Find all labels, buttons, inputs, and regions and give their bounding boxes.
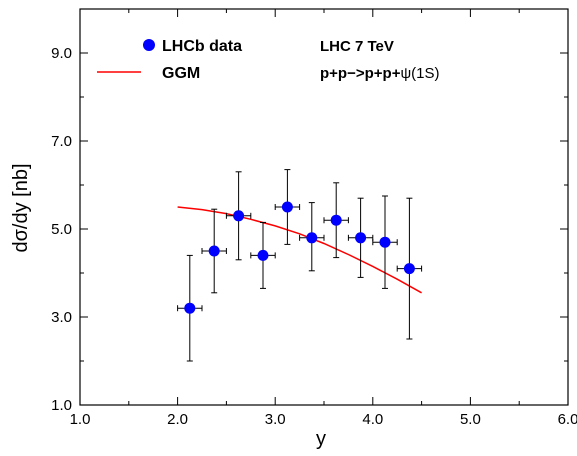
data-points-layer: [177, 169, 423, 362]
data-point-marker: [403, 263, 415, 275]
data-point-marker: [330, 214, 342, 226]
data-point: [225, 171, 252, 261]
y-tick-label: 5.0: [51, 221, 72, 238]
annotation-process-psi: ψ: [400, 65, 411, 82]
ggm-curve-layer: [177, 206, 422, 294]
data-point-marker: [281, 201, 293, 213]
data-point: [372, 195, 398, 289]
x-tick-label: 5.0: [460, 411, 481, 428]
data-point: [396, 197, 423, 340]
data-point-marker: [257, 249, 269, 261]
x-tick-label: 3.0: [265, 411, 286, 428]
data-point: [177, 254, 203, 362]
y-tick-label: 1.0: [51, 397, 72, 414]
data-point: [201, 208, 227, 294]
x-tick-label: 1.0: [70, 411, 91, 428]
ggm-curve: [177, 206, 422, 294]
annotation-process-suffix: (1S): [411, 65, 439, 82]
data-point: [274, 169, 301, 245]
data-point-marker: [184, 302, 196, 314]
annotation-process-prefix: p+p−>p+p+: [320, 65, 401, 82]
data-point-marker: [208, 245, 220, 257]
data-point: [299, 202, 325, 272]
x-axis-title: y: [316, 428, 326, 450]
data-point: [323, 182, 349, 259]
legend-label-ggm: GGM: [162, 65, 200, 82]
axis-ticks: 1.0 2.0 3.0 4.0 5.0 6.0 1.0 3.0 5.0 7.0 9.0: [51, 8, 577, 428]
x-tick-label: 6.0: [558, 411, 577, 428]
annotation-process: p+p−>p+p+ψ(1S): [320, 65, 440, 82]
y-tick-label: 7.0: [51, 133, 72, 150]
y-tick-label: 3.0: [51, 309, 72, 326]
data-point: [347, 197, 374, 278]
legend-label-lhcb: LHCb data: [162, 38, 242, 55]
legend-marker-lhcb: [143, 39, 155, 51]
data-point-marker: [379, 236, 391, 248]
data-point: [250, 221, 276, 289]
y-tick-label: 9.0: [51, 45, 72, 62]
annotation-energy: LHC 7 TeV: [320, 38, 394, 55]
x-tick-label: 4.0: [362, 411, 383, 428]
data-point-marker: [355, 232, 367, 244]
y-axis-title: dσ/dy [nb]: [10, 163, 32, 252]
x-tick-label: 2.0: [167, 411, 188, 428]
data-point-marker: [306, 232, 318, 244]
data-point-marker: [233, 210, 245, 222]
legend: LHCb data GGM: [97, 38, 242, 82]
